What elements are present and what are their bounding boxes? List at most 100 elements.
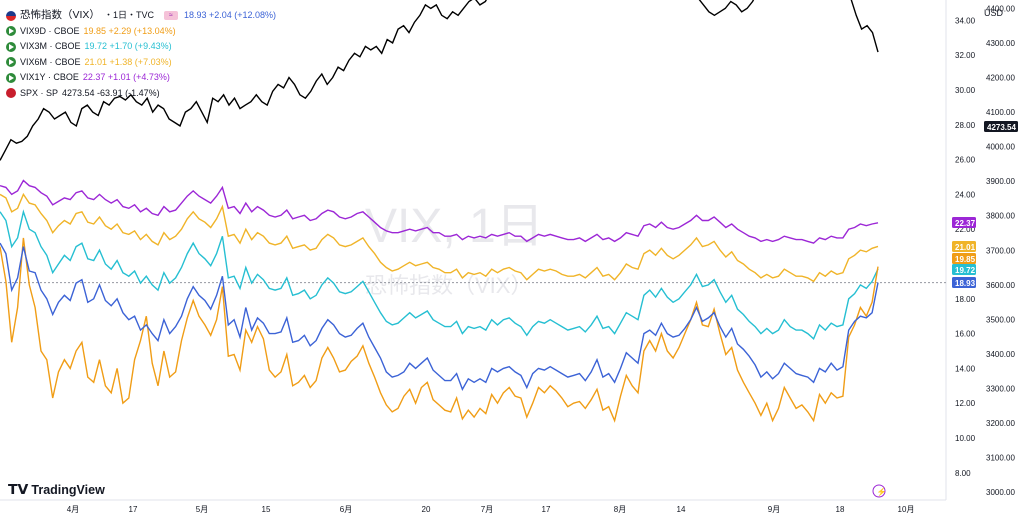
x-axis-tick: 5月 <box>196 505 208 514</box>
right-axis-tick: 4300.00 <box>986 39 1015 48</box>
x-axis-tick: 14 <box>677 505 686 514</box>
x-axis-tick: 7月 <box>481 505 493 514</box>
legend-label: SPX · SP <box>20 87 59 98</box>
legend-row-vix3m[interactable]: VIX3M · CBOE 19.72 +1.70 (+9.43%) <box>6 39 276 55</box>
cboe-logo-icon <box>6 72 16 83</box>
x-axis-tick: 15 <box>262 505 271 514</box>
last-value-badge: 18.93 <box>952 277 976 288</box>
left-axis-tick: 30.00 <box>955 86 976 95</box>
legend-label: VIX3M · CBOE <box>20 41 81 51</box>
right-axis-ticks: 3000.00 3100.00 3200.00 3300.00 3400.00 3500.… <box>986 4 1015 497</box>
legend-main[interactable]: 恐怖指数（VIX） ・1日・TVC ≈ 18.93 +2.04 (+12.08%… <box>6 8 276 24</box>
watermark-title: VIX, 1日 <box>365 200 544 253</box>
right-axis-tick: 4400.00 <box>986 4 1015 13</box>
last-value-badge: 19.85 <box>952 253 976 264</box>
currency-label[interactable]: USD <box>984 8 1004 18</box>
x-axis-tick: 4月 <box>67 505 79 514</box>
left-axis-tick: 26.00 <box>955 156 976 165</box>
left-axis-tick: 18.00 <box>955 295 976 304</box>
cboe-logo-icon <box>6 26 16 37</box>
svg-text:19.72: 19.72 <box>955 266 976 275</box>
x-axis-tick: 20 <box>422 505 431 514</box>
legend-label: VIX6M · CBOE <box>20 56 81 67</box>
series-line-vix6m[interactable] <box>0 192 879 283</box>
left-axis-tick: 8.00 <box>955 469 971 478</box>
logo-text: TradingView <box>31 482 105 497</box>
legend-row-vix6m[interactable]: VIX6M · CBOE 21.01 +1.38 (+7.03%) <box>6 55 276 71</box>
left-axis-tick: 10.00 <box>955 434 976 443</box>
symbol-interval: ・1日・TVC <box>103 10 154 20</box>
svg-text:18.93: 18.93 <box>955 279 976 288</box>
us-flag-icon <box>6 10 16 21</box>
legend-row-vix9d[interactable]: VIX9D · CBOE 19.85 +2.29 (+13.04%) <box>6 24 276 40</box>
right-axis-tick: 4100.00 <box>986 108 1015 117</box>
x-axis-tick: 18 <box>836 505 845 514</box>
series-line-vix3m[interactable] <box>0 209 879 340</box>
last-value-badge: 19.72 <box>952 264 976 275</box>
legend: 恐怖指数（VIX） ・1日・TVC ≈ 18.93 +2.04 (+12.08%… <box>6 8 276 101</box>
legend-value: 21.01 +1.38 (+7.03%) <box>84 56 172 67</box>
legend-label: VIX1Y · CBOE <box>20 72 79 82</box>
legend-row-spx[interactable]: SPX · SP 4273.54 -63.91 (-1.47%) <box>6 86 276 102</box>
x-axis-tick: 8月 <box>614 505 626 514</box>
right-axis-tick: 3500.00 <box>986 315 1015 324</box>
svg-text:21.01: 21.01 <box>955 243 976 252</box>
svg-text:⚡: ⚡ <box>877 487 887 497</box>
svg-text:4273.54: 4273.54 <box>987 123 1016 132</box>
svg-text:22.37: 22.37 <box>955 219 976 228</box>
watermark: VIX, 1日 恐怖指数（VIX） <box>365 200 544 298</box>
left-axis-tick: 32.00 <box>955 51 976 60</box>
right-axis-tick: 4200.00 <box>986 74 1015 83</box>
legend-label: VIX9D · CBOE <box>20 25 80 36</box>
right-axis-tick: 3300.00 <box>986 385 1015 394</box>
last-value-badge: 22.37 <box>952 217 976 228</box>
legend-value: 19.72 +1.70 (+9.43%) <box>84 41 172 51</box>
left-axis-tick: 22.00 <box>955 225 976 234</box>
x-axis-tick: 10月 <box>898 505 915 514</box>
right-axis-tick: 3800.00 <box>986 212 1015 221</box>
right-axis-tick: 4000.00 <box>986 143 1015 152</box>
x-axis-tick: 17 <box>542 505 551 514</box>
lightning-icon[interactable]: ⚡ <box>872 484 887 498</box>
x-axis-tick: 9月 <box>768 505 780 514</box>
last-value-badge: 21.01 <box>952 241 976 252</box>
cboe-logo-icon <box>6 41 16 52</box>
last-value-badges: 22.37 21.01 19.85 19.72 18.93 4273.54 <box>952 121 1018 288</box>
tv-logo-icon: 𝗧𝗩 <box>8 481 29 497</box>
legend-value: 22.37 +1.01 (+4.73%) <box>82 72 170 82</box>
last-value-badge: 4273.54 <box>984 121 1018 132</box>
x-axis-ticks: 4月 17 5月 15 6月 20 7月 17 8月 14 9月 18 10月 <box>67 505 915 514</box>
right-axis-tick: 3700.00 <box>986 246 1015 255</box>
tradingview-logo[interactable]: 𝗧𝗩 TradingView <box>8 481 105 498</box>
right-axis-tick: 3100.00 <box>986 454 1015 463</box>
x-axis-tick: 6月 <box>340 505 352 514</box>
series-line-spx[interactable] <box>0 0 879 161</box>
svg-text:19.85: 19.85 <box>955 255 976 264</box>
legend-value: 4273.54 -63.91 (-1.47%) <box>62 87 160 98</box>
left-axis-tick: 14.00 <box>955 364 976 373</box>
left-axis-tick: 24.00 <box>955 190 976 199</box>
compare-icon[interactable]: ≈ <box>163 11 178 21</box>
watermark-subtitle: 恐怖指数（VIX） <box>365 273 532 298</box>
spx-logo-icon <box>6 88 16 99</box>
left-axis-tick: 28.00 <box>955 121 976 130</box>
series-line-vix9d[interactable] <box>0 237 879 423</box>
right-axis-tick: 3900.00 <box>986 177 1015 186</box>
left-axis-tick: 12.00 <box>955 399 976 408</box>
cboe-logo-icon <box>6 57 16 68</box>
left-axis-ticks: 8.0010.0012.0014.0016.0018.0020.0022.002… <box>955 16 976 477</box>
symbol-title: 恐怖指数（VIX） <box>20 9 100 21</box>
series-layer <box>0 0 879 423</box>
legend-row-vix1y[interactable]: VIX1Y · CBOE 22.37 +1.01 (+4.73%) <box>6 70 276 86</box>
left-axis-tick: 34.00 <box>955 16 976 25</box>
left-axis-tick: 16.00 <box>955 330 976 339</box>
right-axis-tick: 3400.00 <box>986 350 1015 359</box>
legend-value: 19.85 +2.29 (+13.04%) <box>83 25 176 36</box>
main-values: 18.93 +2.04 (+12.08%) <box>183 10 277 20</box>
right-axis-tick: 3200.00 <box>986 419 1015 428</box>
series-line-vix[interactable] <box>0 242 879 391</box>
series-line-vix1y[interactable] <box>0 179 879 244</box>
x-axis-tick: 17 <box>129 505 138 514</box>
